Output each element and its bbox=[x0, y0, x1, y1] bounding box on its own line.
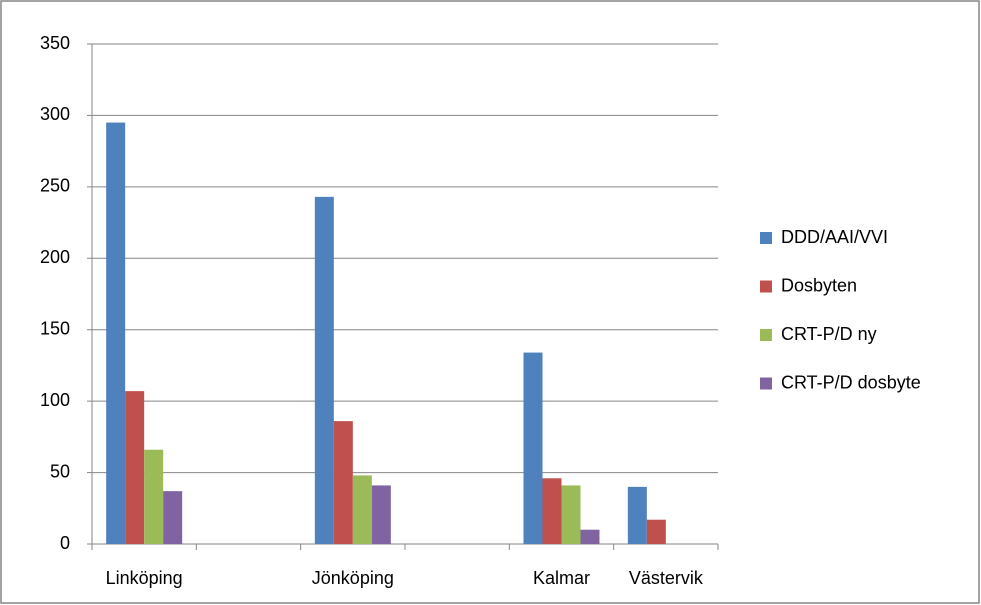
y-tick-label: 250 bbox=[40, 176, 70, 196]
y-tick-label: 300 bbox=[40, 104, 70, 124]
bar bbox=[580, 529, 600, 544]
bar bbox=[106, 122, 126, 545]
x-tick-label: Kalmar bbox=[533, 568, 590, 588]
bar bbox=[352, 475, 372, 544]
y-tick-label: 100 bbox=[40, 390, 70, 410]
x-tick-label: Västervik bbox=[629, 568, 704, 588]
legend-swatch bbox=[760, 377, 772, 390]
legend-label: DDD/AAI/VVI bbox=[781, 227, 888, 247]
legend-swatch bbox=[760, 329, 772, 341]
bar bbox=[523, 352, 543, 544]
bar bbox=[646, 519, 666, 544]
y-tick-label: 350 bbox=[40, 33, 70, 53]
legend-label: CRT-P/D dosbyte bbox=[781, 372, 921, 392]
legend-swatch bbox=[760, 280, 772, 293]
bar bbox=[163, 491, 183, 544]
x-tick-label: Linköping bbox=[106, 568, 183, 588]
y-tick-label: 0 bbox=[60, 533, 70, 553]
bar bbox=[144, 449, 164, 544]
y-tick-label: 200 bbox=[40, 247, 70, 267]
bar bbox=[542, 478, 562, 544]
y-tick-label: 150 bbox=[40, 318, 70, 338]
bar bbox=[333, 421, 353, 544]
x-tick-label: Jönköping bbox=[312, 568, 394, 588]
bar bbox=[371, 485, 391, 544]
legend-label: Dosbyten bbox=[781, 275, 857, 295]
bar bbox=[627, 486, 647, 544]
bar bbox=[125, 391, 145, 544]
bar bbox=[561, 485, 581, 544]
legend-swatch bbox=[760, 232, 772, 244]
bar bbox=[314, 196, 334, 544]
legend-label: CRT-P/D ny bbox=[781, 324, 877, 344]
y-tick-label: 50 bbox=[50, 461, 70, 481]
